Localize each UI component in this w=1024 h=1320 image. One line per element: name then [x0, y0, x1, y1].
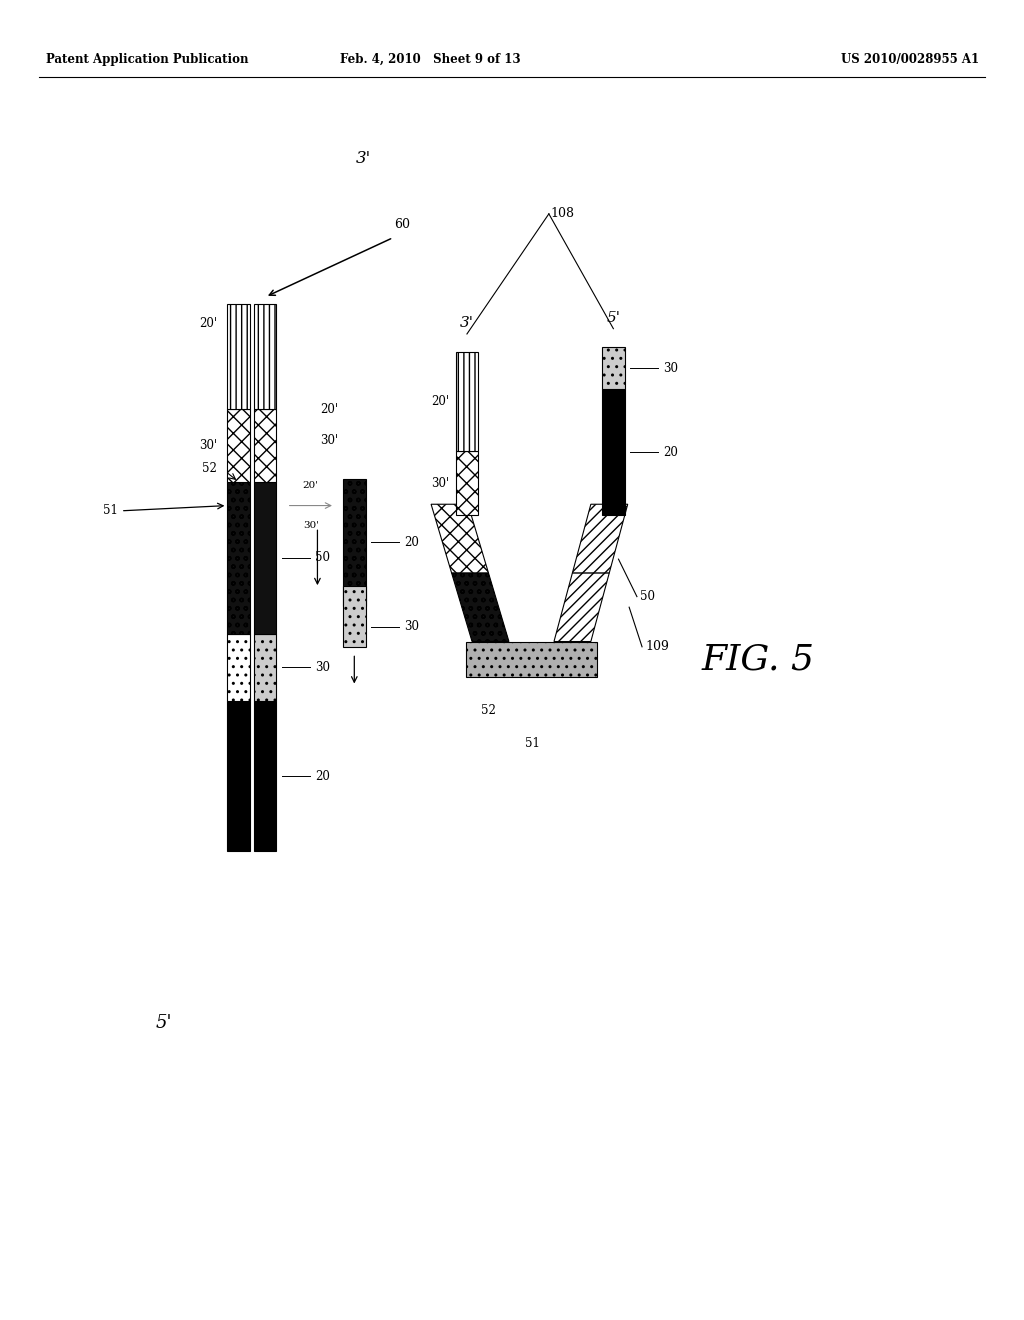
Text: 20: 20 — [315, 770, 331, 783]
Bar — [456, 451, 478, 515]
Text: 20': 20' — [303, 480, 318, 490]
Bar — [227, 701, 250, 851]
Text: Patent Application Publication: Patent Application Publication — [46, 53, 249, 66]
Text: 3': 3' — [460, 317, 474, 330]
Text: 20': 20' — [431, 396, 450, 408]
Polygon shape — [431, 504, 488, 573]
Text: 30: 30 — [664, 362, 679, 375]
Text: 20: 20 — [404, 536, 420, 549]
Bar — [456, 352, 478, 451]
Bar — [254, 634, 276, 701]
Text: Feb. 4, 2010   Sheet 9 of 13: Feb. 4, 2010 Sheet 9 of 13 — [340, 53, 520, 66]
Bar — [254, 701, 276, 851]
Bar — [227, 482, 250, 634]
Text: 5': 5' — [606, 312, 621, 325]
Text: 50: 50 — [315, 552, 331, 564]
Bar — [254, 304, 276, 409]
Bar — [343, 586, 366, 647]
Bar — [466, 642, 597, 677]
Text: 20': 20' — [319, 403, 338, 416]
Bar — [254, 482, 276, 634]
Text: 3': 3' — [356, 150, 371, 166]
Text: 30: 30 — [315, 661, 331, 673]
Text: 108: 108 — [551, 207, 574, 220]
Text: 30': 30' — [319, 433, 338, 446]
Text: 30': 30' — [431, 477, 450, 490]
Polygon shape — [452, 573, 509, 642]
Bar — [254, 409, 276, 482]
Bar — [227, 634, 250, 701]
Bar — [602, 347, 625, 389]
Text: US 2010/0028955 A1: US 2010/0028955 A1 — [841, 53, 979, 66]
Text: 52: 52 — [202, 462, 217, 475]
Text: 30': 30' — [199, 440, 217, 451]
Text: 60: 60 — [394, 218, 411, 231]
Text: 50: 50 — [640, 590, 655, 603]
Text: 20: 20 — [664, 446, 679, 458]
Bar — [227, 409, 250, 482]
Bar — [227, 304, 250, 409]
Bar — [343, 479, 366, 606]
Text: 5': 5' — [156, 1014, 172, 1032]
Polygon shape — [572, 504, 628, 573]
Bar — [602, 389, 625, 515]
Text: 52: 52 — [481, 704, 496, 717]
Text: 51: 51 — [102, 504, 118, 517]
Polygon shape — [554, 573, 609, 642]
Text: FIG. 5: FIG. 5 — [701, 643, 814, 677]
Text: 109: 109 — [645, 640, 669, 653]
Text: 30: 30 — [404, 620, 420, 634]
Text: 51: 51 — [525, 737, 540, 750]
Text: 20': 20' — [199, 317, 217, 330]
Text: 30': 30' — [303, 521, 318, 531]
